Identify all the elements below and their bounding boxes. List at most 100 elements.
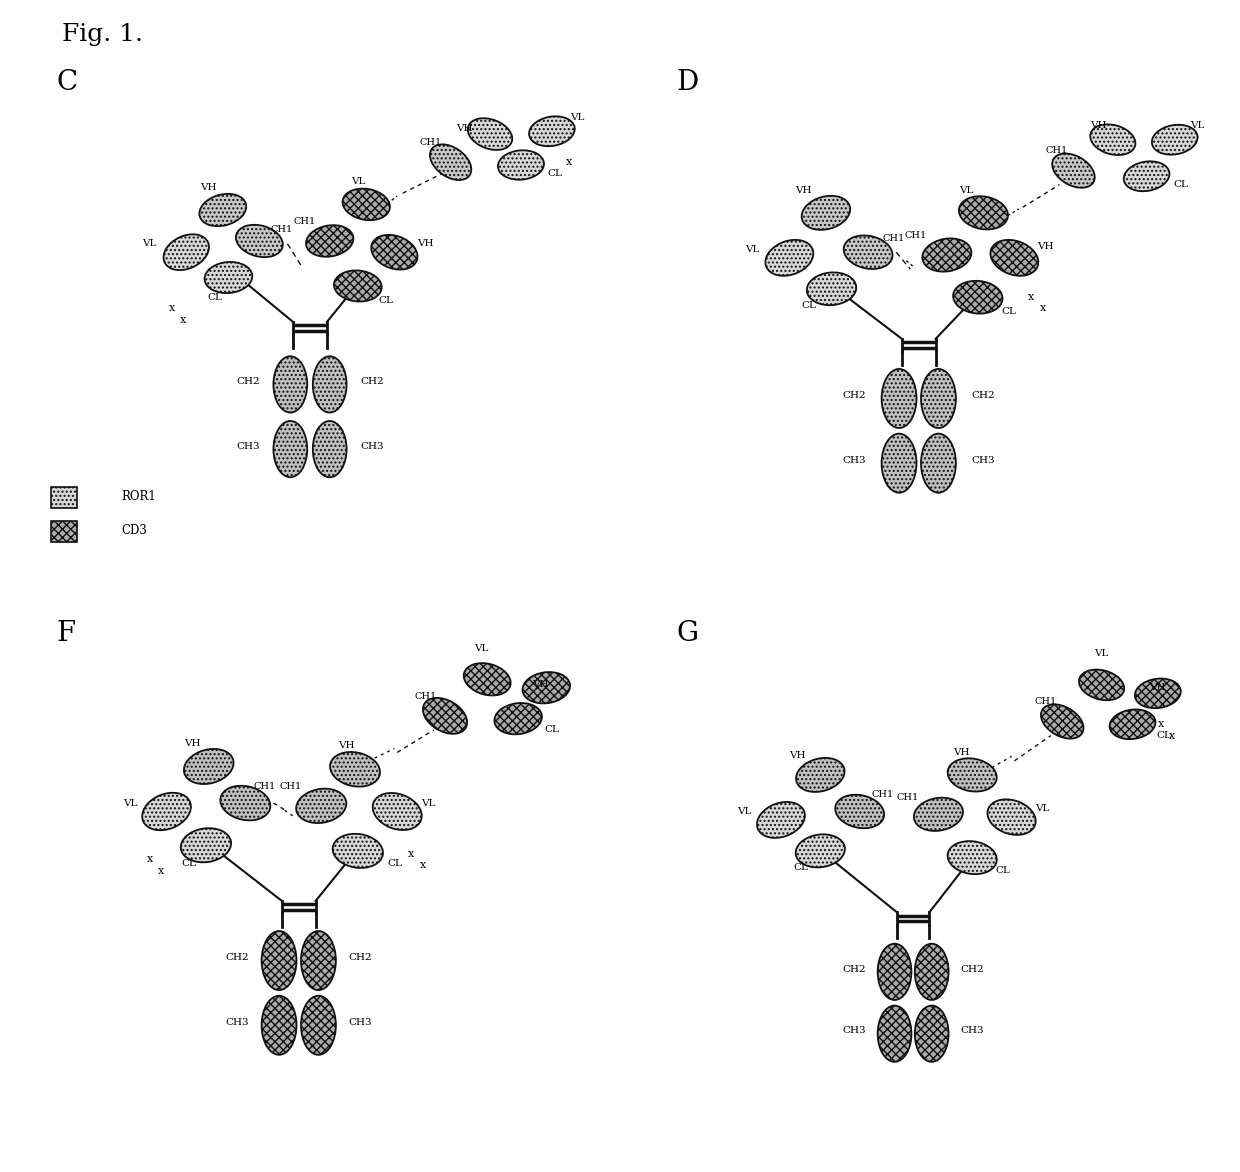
Text: VL: VL: [1035, 804, 1050, 813]
Text: CH3: CH3: [842, 1027, 866, 1035]
Text: x: x: [1028, 292, 1034, 302]
Text: ROR1: ROR1: [122, 490, 156, 504]
Text: CH1: CH1: [420, 138, 443, 146]
Text: VL: VL: [143, 239, 156, 248]
Text: CL: CL: [801, 301, 816, 311]
Ellipse shape: [423, 697, 467, 734]
Ellipse shape: [467, 118, 512, 150]
Text: x: x: [169, 304, 175, 313]
Ellipse shape: [312, 356, 346, 413]
Ellipse shape: [181, 829, 231, 863]
Ellipse shape: [921, 369, 956, 428]
Text: VL: VL: [960, 186, 973, 195]
Ellipse shape: [334, 271, 382, 301]
Text: VL: VL: [1190, 121, 1204, 130]
Text: CH2: CH2: [842, 965, 866, 974]
Ellipse shape: [522, 672, 570, 703]
Text: F: F: [57, 620, 76, 647]
Ellipse shape: [262, 996, 296, 1055]
Ellipse shape: [301, 931, 336, 990]
Ellipse shape: [915, 1006, 949, 1062]
Text: CD3: CD3: [122, 524, 148, 537]
Ellipse shape: [205, 263, 252, 293]
Text: CL: CL: [1002, 307, 1017, 315]
Text: VH: VH: [795, 186, 812, 195]
Ellipse shape: [959, 196, 1008, 230]
Text: CH3: CH3: [960, 1027, 985, 1035]
Text: VL: VL: [1095, 649, 1109, 659]
Ellipse shape: [495, 703, 542, 735]
Text: VH: VH: [184, 740, 200, 749]
Text: CH1: CH1: [293, 217, 315, 226]
Text: VL: VL: [351, 177, 365, 186]
Ellipse shape: [807, 272, 857, 305]
Ellipse shape: [312, 421, 346, 477]
Ellipse shape: [954, 281, 1002, 314]
Ellipse shape: [498, 150, 544, 179]
Ellipse shape: [914, 798, 963, 831]
Text: VL: VL: [475, 643, 489, 653]
Ellipse shape: [430, 144, 471, 180]
Text: CH1: CH1: [1034, 697, 1056, 707]
Text: CH1: CH1: [254, 782, 277, 791]
Ellipse shape: [921, 434, 956, 492]
Ellipse shape: [262, 931, 296, 990]
Text: CH3: CH3: [224, 1018, 249, 1027]
Text: VH: VH: [417, 239, 434, 248]
Ellipse shape: [373, 793, 422, 830]
Text: CH3: CH3: [972, 456, 996, 465]
Bar: [51, 486, 77, 509]
Ellipse shape: [330, 752, 379, 786]
Text: CL: CL: [1156, 731, 1171, 740]
Text: VH: VH: [339, 741, 355, 750]
Ellipse shape: [796, 834, 844, 867]
Text: CL: CL: [544, 725, 559, 735]
Text: CL: CL: [547, 169, 562, 178]
Text: x: x: [146, 854, 153, 864]
Ellipse shape: [882, 369, 916, 428]
Ellipse shape: [200, 193, 247, 226]
Text: VL: VL: [745, 245, 760, 254]
Text: VH: VH: [1037, 243, 1054, 251]
Text: CL: CL: [996, 866, 1011, 875]
Ellipse shape: [987, 799, 1035, 834]
Ellipse shape: [332, 833, 383, 868]
Text: CL: CL: [378, 295, 393, 305]
Text: CH1: CH1: [897, 793, 919, 802]
Text: Fig. 1.: Fig. 1.: [62, 23, 143, 47]
Text: x: x: [565, 157, 572, 168]
Text: VH: VH: [456, 124, 472, 132]
Text: CH1: CH1: [1045, 146, 1068, 156]
Ellipse shape: [843, 236, 893, 270]
Text: CL: CL: [794, 864, 808, 872]
Text: VL: VL: [123, 798, 138, 808]
Text: CH2: CH2: [237, 377, 260, 386]
Ellipse shape: [301, 996, 336, 1055]
Text: x: x: [180, 315, 186, 325]
Ellipse shape: [1090, 124, 1136, 155]
Ellipse shape: [878, 943, 911, 1000]
Ellipse shape: [464, 663, 511, 695]
Text: G: G: [677, 620, 699, 647]
Text: CH1: CH1: [870, 790, 893, 799]
Text: CL: CL: [181, 859, 196, 867]
Text: CH3: CH3: [348, 1018, 372, 1027]
Text: CH2: CH2: [842, 391, 866, 400]
Text: CH2: CH2: [348, 953, 372, 962]
Ellipse shape: [796, 758, 844, 792]
Ellipse shape: [947, 758, 997, 791]
Text: CH3: CH3: [360, 442, 383, 451]
Bar: [51, 520, 77, 541]
Text: VL: VL: [570, 113, 584, 122]
Text: CL: CL: [387, 859, 402, 867]
Text: CH3: CH3: [842, 456, 866, 465]
Ellipse shape: [1123, 162, 1169, 191]
Ellipse shape: [878, 1006, 911, 1062]
Ellipse shape: [1110, 709, 1156, 740]
Text: CL: CL: [207, 293, 222, 301]
Ellipse shape: [274, 421, 308, 477]
Text: CH2: CH2: [360, 377, 383, 386]
Ellipse shape: [164, 234, 210, 270]
Text: CH2: CH2: [960, 965, 985, 974]
Text: VH: VH: [201, 183, 217, 192]
